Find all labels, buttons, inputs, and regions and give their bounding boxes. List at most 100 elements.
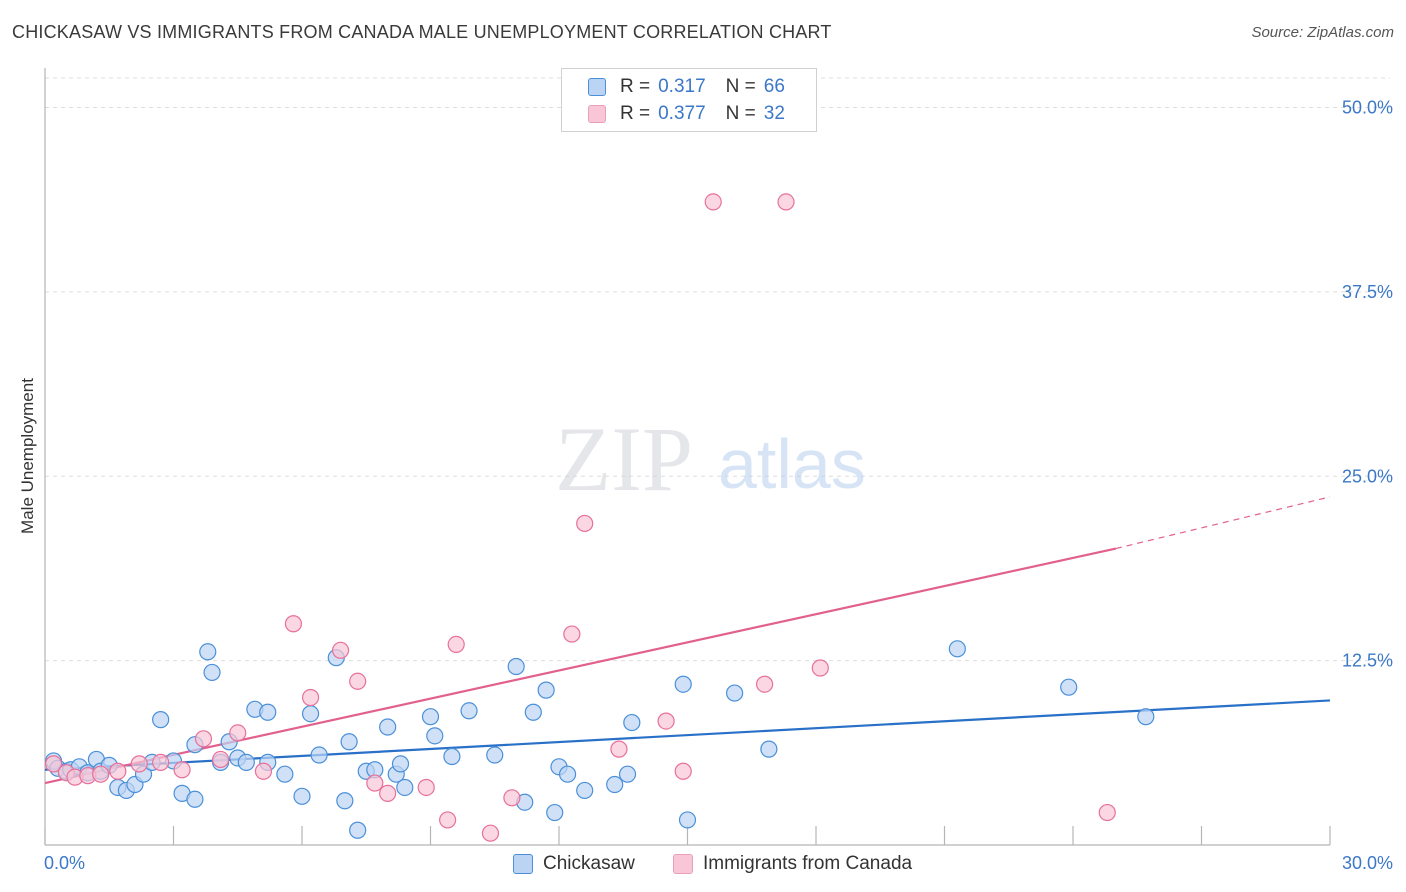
point-immigrants: [173, 761, 191, 779]
point-chickasaw: [678, 811, 697, 829]
x-tick-label-max: 30.0%: [1342, 853, 1393, 873]
point-chickasaw: [301, 705, 320, 723]
point-immigrants: [301, 688, 320, 707]
point-immigrants: [1098, 803, 1116, 822]
point-immigrants: [229, 724, 247, 742]
point-chickasaw: [421, 708, 440, 726]
point-chickasaw: [293, 787, 311, 805]
point-chickasaw: [259, 703, 277, 721]
point-chickasaw: [336, 792, 354, 810]
legend-swatch-immigrants: [588, 105, 606, 123]
point-immigrants: [349, 672, 367, 690]
point-chickasaw: [606, 775, 624, 794]
point-chickasaw: [546, 803, 564, 822]
trend-extension-immigrants: [1115, 496, 1331, 550]
point-immigrants: [576, 514, 594, 533]
point-immigrants: [212, 750, 230, 769]
bottom-legend-label-chickasaw: Chickasaw: [543, 853, 635, 874]
point-chickasaw: [674, 675, 692, 693]
y-tick-label: 12.5%: [1342, 651, 1393, 671]
point-chickasaw: [379, 718, 397, 736]
legend-r-value-immigrants: 0.377: [658, 103, 706, 124]
point-immigrants: [254, 762, 273, 780]
legend-r-value-chickasaw: 0.317: [658, 76, 706, 97]
point-immigrants: [563, 625, 581, 643]
y-tick-label: 37.5%: [1342, 282, 1393, 302]
point-immigrants: [44, 755, 63, 773]
point-chickasaw: [349, 821, 367, 839]
legend-swatch-chickasaw: [588, 78, 606, 96]
point-immigrants: [194, 730, 213, 748]
point-chickasaw: [460, 702, 478, 720]
watermark-atlas: atlas: [718, 425, 866, 503]
point-chickasaw: [426, 727, 444, 745]
point-chickasaw: [152, 711, 170, 729]
point-immigrants: [481, 824, 500, 842]
bottom-legend-immigrants[interactable]: Immigrants from Canada: [673, 851, 912, 877]
legend-row-chickasaw: R = 0.317 N = 66: [588, 74, 785, 100]
point-chickasaw: [623, 713, 641, 732]
point-immigrants: [777, 193, 795, 211]
legend-n-label: N =: [725, 76, 756, 97]
point-chickasaw: [237, 753, 255, 772]
bottom-legend-swatch-chickasaw: [513, 854, 533, 874]
point-chickasaw: [524, 703, 542, 721]
point-immigrants: [130, 755, 148, 773]
chart-source: Source: ZipAtlas.com: [1251, 24, 1394, 41]
point-immigrants: [109, 762, 127, 780]
data-points: [44, 193, 1155, 842]
point-immigrants: [704, 193, 722, 211]
bottom-legend-label-immigrants: Immigrants from Canada: [703, 853, 913, 874]
point-immigrants: [503, 789, 521, 807]
chart-title: CHICKASAW VS IMMIGRANTS FROM CANADA MALE…: [12, 22, 832, 42]
point-chickasaw: [443, 747, 461, 766]
point-chickasaw: [1137, 708, 1155, 726]
point-immigrants: [284, 615, 303, 633]
legend-r-label: R =: [620, 76, 651, 97]
legend-n-value-immigrants: 32: [763, 103, 785, 124]
point-chickasaw: [276, 765, 294, 783]
bottom-legend-swatch-immigrants: [673, 854, 693, 874]
legend-n-value-chickasaw: 66: [763, 76, 785, 97]
legend-n-label: N =: [725, 103, 756, 124]
y-tick-label: 25.0%: [1342, 466, 1393, 486]
point-immigrants: [811, 659, 829, 677]
x-tick-label-min: 0.0%: [44, 853, 85, 873]
point-chickasaw: [310, 746, 328, 764]
point-immigrants: [366, 774, 384, 792]
point-chickasaw: [396, 778, 414, 797]
legend-row-immigrants: R = 0.377 N = 32: [588, 101, 785, 127]
point-chickasaw: [576, 781, 594, 800]
point-immigrants: [92, 765, 110, 783]
legend-r-label: R =: [620, 103, 651, 124]
point-chickasaw: [186, 790, 204, 808]
trend-line-immigrants: [44, 547, 1117, 785]
bottom-legend-chickasaw[interactable]: Chickasaw: [513, 851, 635, 877]
point-immigrants: [447, 635, 465, 654]
point-immigrants: [439, 811, 457, 829]
point-chickasaw: [760, 740, 778, 758]
point-chickasaw: [391, 755, 410, 773]
point-immigrants: [417, 778, 435, 797]
point-immigrants: [379, 784, 397, 802]
axis-layer: [44, 68, 1331, 846]
point-chickasaw: [948, 640, 966, 658]
point-chickasaw: [486, 746, 504, 764]
point-chickasaw: [537, 681, 555, 699]
point-chickasaw: [1060, 678, 1078, 696]
point-immigrants: [674, 762, 692, 780]
point-chickasaw: [726, 684, 744, 702]
point-chickasaw: [340, 733, 358, 751]
point-chickasaw: [199, 643, 217, 661]
watermark-zip: ZIP: [555, 408, 693, 510]
tick-labels: 12.5% 25.0% 37.5% 50.0% 0.0% 30.0%: [44, 98, 1393, 874]
legend-box: R = 0.317 N = 66 R = 0.377 N = 32: [561, 68, 817, 132]
watermark: ZIP atlas: [555, 408, 866, 510]
point-immigrants: [331, 641, 350, 659]
point-immigrants: [755, 675, 774, 693]
point-chickasaw: [558, 765, 577, 783]
point-chickasaw: [203, 663, 221, 682]
y-tick-label: 50.0%: [1342, 98, 1393, 118]
point-immigrants: [152, 753, 170, 772]
